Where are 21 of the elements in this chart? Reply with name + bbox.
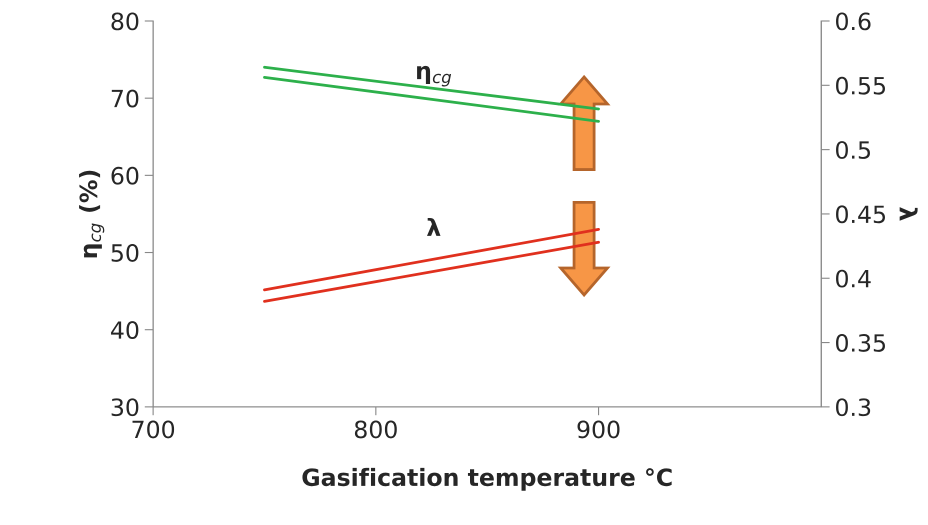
annotation: η$_{cg}$ (417, 66, 452, 86)
y2-tick-label: 0.3 (836, 398, 870, 416)
x-tick-label: 800 (354, 420, 397, 438)
x-axis-title: Gasification temperature °C (302, 468, 672, 491)
y2-axis-title: λ (900, 207, 918, 221)
y2-tick-label: 0.35 (836, 334, 885, 352)
y-tick-label: 80 (111, 12, 138, 30)
y2-tick-label: 0.6 (836, 12, 871, 30)
y2-tick-label: 0.45 (836, 205, 885, 224)
y2-tick-label: 0.5 (836, 141, 870, 159)
x-tick-label: 700 (132, 420, 174, 438)
y-tick-label: 60 (112, 166, 138, 185)
y-tick-label: 40 (111, 321, 138, 340)
y-axis-title: η$_{cg}$ (%) (79, 170, 104, 258)
annotation: λ (426, 218, 441, 236)
y2-tick-label: 0.4 (836, 270, 871, 288)
y-tick-label: 70 (112, 90, 138, 108)
y2-tick-label: 0.55 (836, 76, 885, 95)
y-tick-label: 50 (112, 244, 138, 262)
x-tick-label: 900 (578, 420, 620, 438)
y-tick-label: 30 (112, 398, 138, 416)
